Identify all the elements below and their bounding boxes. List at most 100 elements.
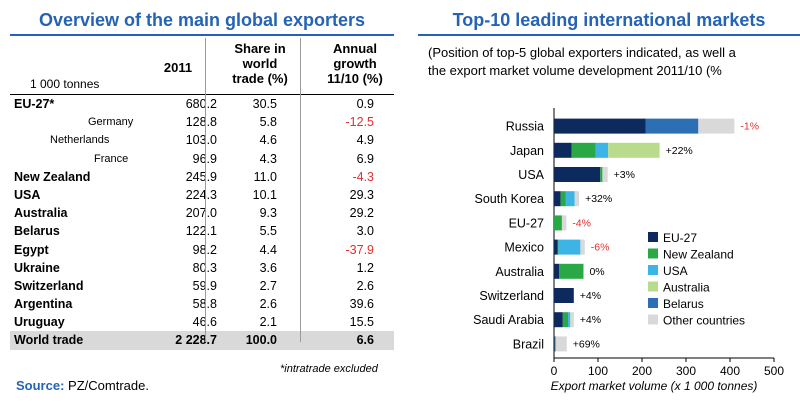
category-label: Saudi Arabia [473,313,544,327]
cell-2011: 680.2 [185,97,217,111]
table-row: Ukraine 80.3 3.6 1.2 [10,259,394,277]
growth-label: 0% [589,266,604,278]
share-line-1: Share in [234,41,286,56]
category-label: Japan [510,144,544,158]
cell-share: 2.1 [259,315,277,330]
table-row: Egypt 98.2 4.4 -37.9 [10,241,394,259]
cell-growth: 0.9 [356,97,374,111]
bar-segment [571,142,596,158]
cell-2011: 46.6 [192,315,217,330]
bar-segment [602,167,608,182]
growth-label: +32% [585,193,612,205]
cell-share: 4.6 [259,133,277,148]
bar-segment [554,312,563,328]
table-row: Belarus 122.1 5.5 3.0 [10,222,394,240]
cell-share: 2.7 [259,278,277,293]
cell-share: 11.0 [253,169,277,184]
cell-growth: 1.2 [356,260,374,275]
bar-segment [562,312,569,328]
row-name: Switzerland [14,278,84,293]
col-divider [205,38,206,342]
category-label: Australia [495,265,544,279]
growth-label: -6% [591,242,610,254]
bar-segment [554,215,562,231]
market-bar-chart: 0 100 200 300 400 500 Export market volume (x … [473,108,784,393]
source-note: Source: PZ/Comtrade. [16,378,149,393]
bar-segment [558,239,581,255]
bar-segment [555,336,567,352]
bar-segment [554,336,555,352]
cell-2011: 59.9 [192,278,217,293]
legend-swatch [648,314,658,325]
bar-segment [608,142,660,158]
growth-label: +22% [666,145,693,157]
x-tick-label: 100 [588,364,608,378]
cell-2011: 128.8 [185,115,217,130]
category-label: Switzerland [479,289,544,303]
table-row: Argentina 58.8 2.6 39.6 [10,295,394,313]
x-tick-label: 400 [720,364,740,378]
bar-segment [600,167,603,182]
chart-title: Top-10 leading international markets [418,6,800,36]
share-line-3: trade (%) [232,71,288,86]
row-name: New Zealand [14,169,91,184]
growth-label: +69% [573,338,600,350]
table-row: Germany 128.8 5.8 -12.5 [10,113,394,131]
cell-growth: 29.3 [349,187,374,202]
legend-label: USA [663,264,688,278]
cell-growth: 6.9 [356,151,374,166]
table-row: Australia 207.0 9.3 29.2 [10,204,394,222]
cell-growth: -12.5 [345,115,375,130]
cell-growth: 2.6 [356,278,374,293]
x-tick-label: 0 [551,364,558,378]
cell-2011: 58.8 [192,297,217,312]
col-header-2011: 2011 [163,60,193,75]
cell-share: 10.1 [252,187,277,202]
growth-label: -4% [572,217,591,229]
row-name: Argentina [14,297,73,312]
cell-2011: 2 228.7 [175,333,217,348]
row-name: USA [14,187,41,202]
x-tick-label: 300 [676,364,696,378]
category-label: EU-27 [509,216,544,230]
cell-share: 100.0 [245,333,277,348]
growth-label: +3% [614,169,635,181]
cell-2011: 80.3 [192,260,217,275]
legend-swatch [648,232,658,242]
bar-segment [554,191,561,207]
cell-share: 4.3 [259,151,277,166]
table-title: Overview of the main global exporters [10,6,394,36]
legend-label: EU-27 [663,231,697,245]
bar-segment [554,336,556,352]
table-body: EU-27* 680.2 30.5 0.9 Germany 128.8 5.8 -12.5 Ne… [10,95,394,350]
cell-share: 5.8 [259,115,277,130]
bar-segment [559,263,584,279]
bar-segment [580,239,585,255]
category-label: South Korea [475,192,545,206]
row-name: Australia [14,206,68,221]
source-text: PZ/Comtrade. [68,378,149,393]
cell-share: 4.4 [259,242,277,257]
cell-growth: 6.6 [356,333,374,348]
growth-line-2: growth [333,56,377,71]
bar-segment [574,191,580,207]
source-label: Source: [16,378,65,393]
legend-label: Australia [663,281,710,295]
cell-2011: 96.9 [192,151,217,166]
cell-growth: 3.0 [356,224,374,239]
cell-share: 3.6 [259,260,277,275]
growth-line-3: 11/10 (%) [327,71,383,86]
cell-2011: 207.0 [185,206,217,221]
row-name: Netherlands [50,134,110,147]
bar-segment [554,239,558,255]
x-tick-label: 500 [764,364,784,378]
bar-segment [565,191,575,207]
x-axis-label: Export market volume (x 1 000 tonnes) [551,379,758,393]
category-label: Mexico [504,241,544,255]
share-line-2: world [242,56,278,71]
cell-growth: -37.9 [345,242,375,257]
x-tick-label: 200 [632,364,652,378]
bar-segment [570,312,574,328]
units-label: 1 000 tonnes [30,77,100,91]
bar-segment [568,312,571,328]
